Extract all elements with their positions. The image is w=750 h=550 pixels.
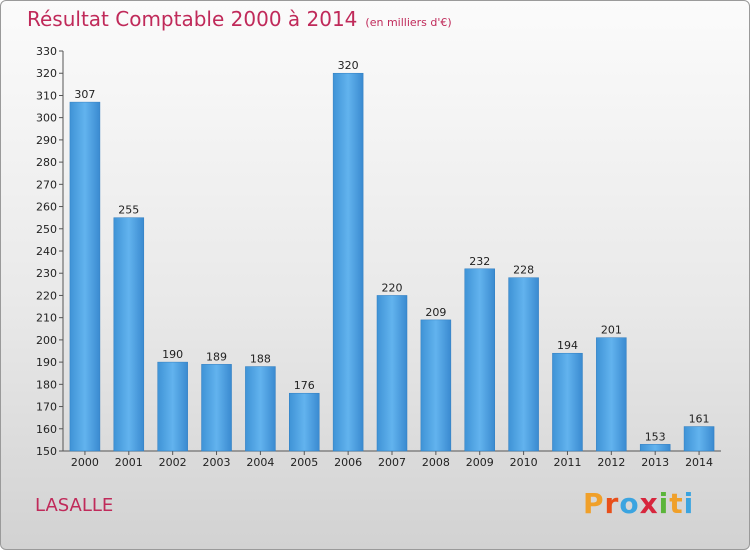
- y-tick-label: 190: [36, 356, 57, 369]
- bar-2002: [157, 361, 188, 452]
- x-tick-label-2011: 2011: [553, 456, 581, 469]
- y-tick-label: 330: [36, 45, 57, 58]
- y-tick-label: 150: [36, 445, 57, 458]
- value-label-2005: 176: [294, 379, 315, 392]
- bar-2009: [464, 268, 495, 452]
- x-tick-label-2013: 2013: [641, 456, 669, 469]
- value-label-2002: 190: [162, 348, 183, 361]
- proxiti-logo[interactable]: Proxiti: [583, 487, 694, 520]
- x-tick-label-2000: 2000: [71, 456, 99, 469]
- x-tick-label-2010: 2010: [510, 456, 538, 469]
- y-tick-label: 270: [36, 178, 57, 191]
- logo-letter: o: [619, 487, 640, 520]
- chart-title: Résultat Comptable 2000 à 2014 (en millie…: [27, 7, 452, 31]
- y-tick-label: 300: [36, 112, 57, 125]
- value-label-2000: 307: [74, 88, 95, 101]
- y-tick-label: 220: [36, 289, 57, 302]
- bars: 307 255 190 189 188 176 320 220 209 232 228 194 201 1…: [69, 59, 715, 452]
- y-tick-label: 320: [36, 67, 57, 80]
- value-label-2010: 228: [513, 264, 534, 277]
- x-tick-label-2003: 2003: [203, 456, 231, 469]
- logo-letter: i: [658, 487, 670, 520]
- y-tick-label: 170: [36, 401, 57, 414]
- x-tick-label-2004: 2004: [246, 456, 274, 469]
- y-tick-label: 280: [36, 156, 57, 169]
- value-label-2001: 255: [118, 204, 139, 217]
- logo-letter: t: [669, 487, 684, 520]
- value-label-2007: 220: [382, 281, 403, 294]
- y-tick-label: 290: [36, 134, 57, 147]
- y-tick-label: 180: [36, 378, 57, 391]
- x-tick-label-2001: 2001: [115, 456, 143, 469]
- x-tick-label-2014: 2014: [685, 456, 713, 469]
- value-label-2014: 161: [689, 413, 710, 426]
- y-tick-label: 240: [36, 245, 57, 258]
- x-tick-label-2008: 2008: [422, 456, 450, 469]
- y-tick-label: 210: [36, 312, 57, 325]
- y-tick-label: 310: [36, 89, 57, 102]
- bar-2003: [201, 364, 232, 452]
- y-tick-label: 250: [36, 223, 57, 236]
- x-tick-label-2006: 2006: [334, 456, 362, 469]
- value-label-2013: 153: [645, 430, 666, 443]
- y-axis: 150 160 170 180 190 200 210 220 230 240 250 260 270 2…: [36, 45, 64, 458]
- logo-letter: x: [639, 487, 659, 520]
- bar-2006: [332, 72, 364, 452]
- bar-2000: [69, 101, 101, 452]
- value-label-2004: 188: [250, 353, 271, 366]
- chart-title-text: Résultat Comptable 2000 à 2014: [27, 7, 358, 31]
- bar-2004: [245, 366, 276, 452]
- value-label-2012: 201: [601, 324, 622, 337]
- x-tick-label-2009: 2009: [466, 456, 494, 469]
- logo-letter: r: [604, 487, 620, 520]
- value-label-2006: 320: [338, 59, 359, 72]
- bar-2014: [683, 426, 715, 452]
- bar-2010: [508, 277, 539, 452]
- bar-2012: [596, 337, 627, 452]
- y-tick-label: 200: [36, 334, 57, 347]
- value-label-2011: 194: [557, 339, 578, 352]
- bar-2011: [552, 352, 583, 452]
- y-tick-label: 160: [36, 423, 57, 436]
- value-label-2009: 232: [469, 255, 490, 268]
- x-axis: 2000 2001 2002 2003 2004 2005 2006 2007 2008 2009…: [63, 450, 721, 469]
- x-tick-label-2012: 2012: [597, 456, 625, 469]
- x-tick-label-2005: 2005: [290, 456, 318, 469]
- town-name: LASALLE: [35, 495, 114, 516]
- y-tick-label: 230: [36, 267, 57, 280]
- bar-2007: [376, 295, 408, 452]
- bar-2005: [289, 392, 320, 452]
- bar-2008: [420, 319, 452, 452]
- y-tick-label: 260: [36, 201, 57, 214]
- x-tick-label-2007: 2007: [378, 456, 406, 469]
- x-tick-label-2002: 2002: [159, 456, 187, 469]
- chart-subtitle: (en milliers d'€): [365, 16, 452, 29]
- logo-letter: i: [683, 487, 695, 520]
- value-label-2008: 209: [425, 306, 446, 319]
- logo-letter: P: [583, 487, 605, 520]
- bar-2001: [113, 217, 145, 452]
- value-label-2003: 189: [206, 350, 227, 363]
- bar-2013: [639, 444, 671, 452]
